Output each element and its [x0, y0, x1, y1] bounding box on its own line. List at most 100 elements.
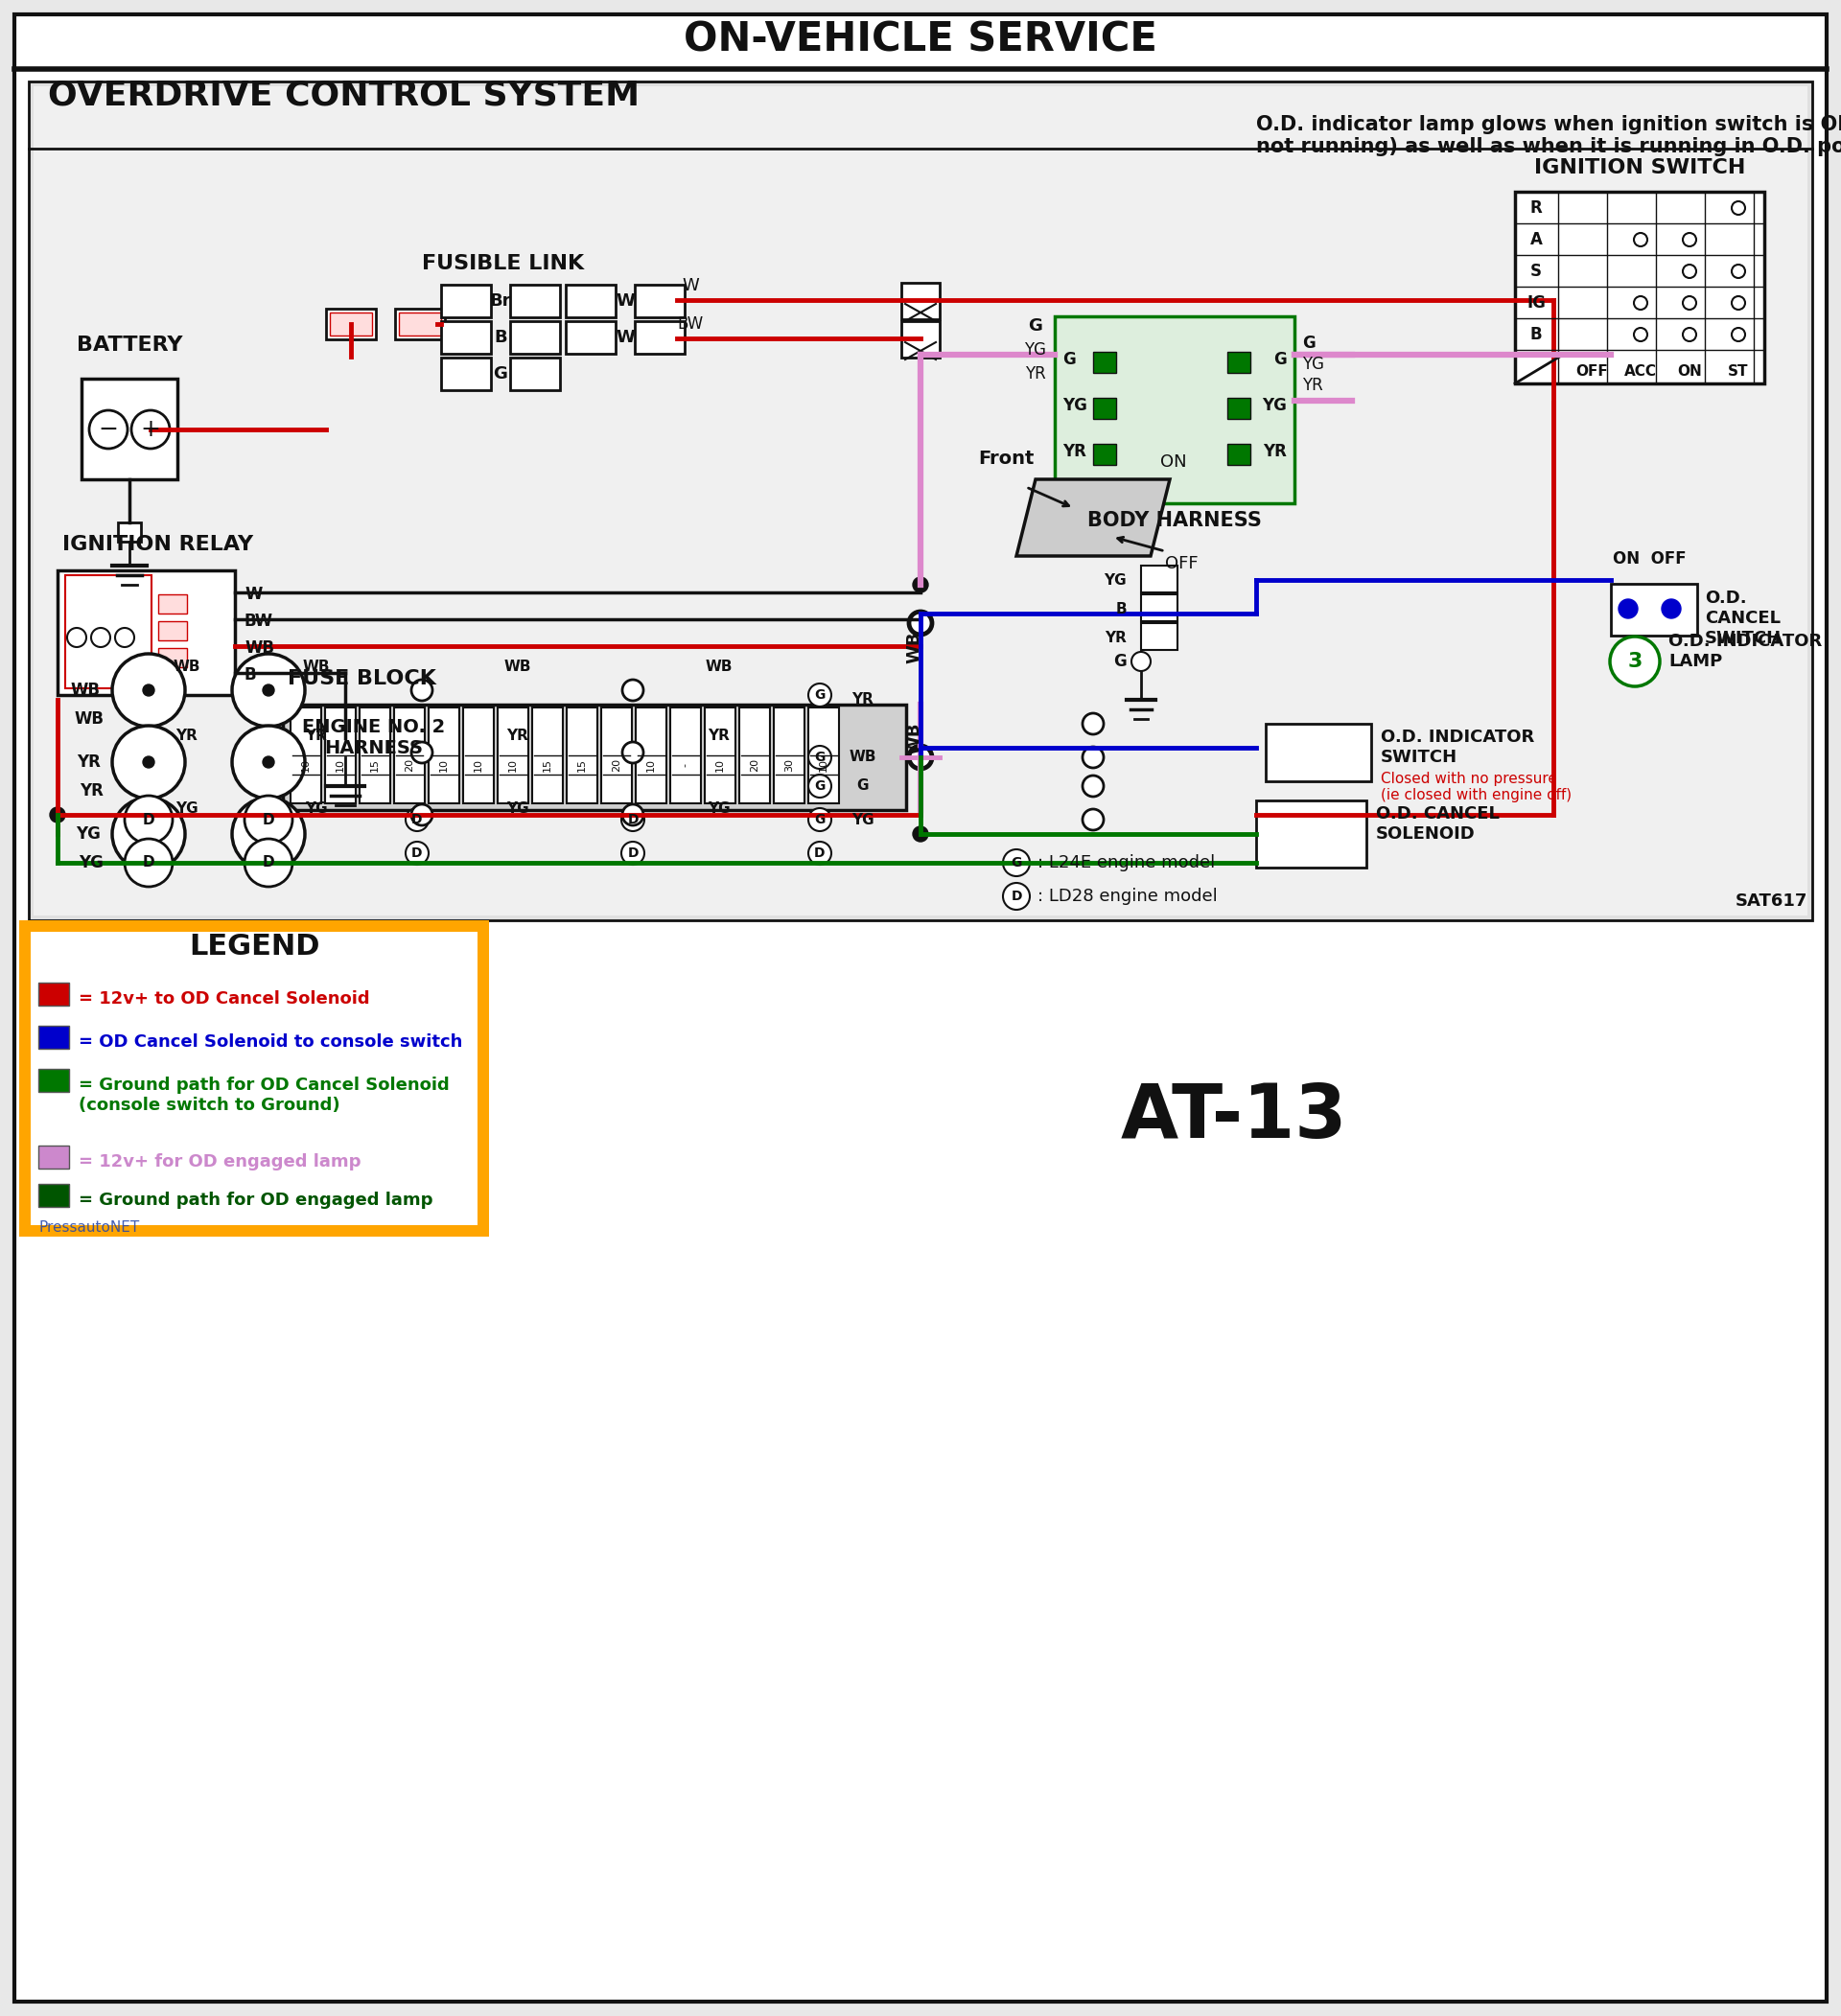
Text: G: G: [1274, 351, 1287, 369]
Text: YR: YR: [852, 694, 874, 708]
Text: WB: WB: [504, 659, 532, 673]
Text: D: D: [628, 847, 639, 861]
Text: W: W: [615, 292, 635, 310]
Text: 10: 10: [473, 758, 482, 772]
Text: YG: YG: [1302, 355, 1324, 373]
Circle shape: [1635, 296, 1648, 310]
Text: IG: IG: [1526, 294, 1546, 312]
Circle shape: [1662, 599, 1681, 619]
Circle shape: [1683, 234, 1696, 246]
Circle shape: [1609, 637, 1661, 685]
Text: Front: Front: [978, 450, 1035, 468]
Text: W: W: [681, 276, 700, 294]
Bar: [31, 931, 477, 1226]
Bar: [902, 282, 939, 319]
Text: 10: 10: [819, 758, 828, 772]
Bar: [429, 708, 458, 802]
Text: FUSE BLOCK: FUSE BLOCK: [287, 669, 436, 687]
Circle shape: [808, 774, 832, 798]
Circle shape: [263, 756, 274, 768]
Circle shape: [1618, 599, 1638, 619]
Circle shape: [411, 804, 433, 825]
Bar: [1228, 397, 1250, 419]
Text: ON: ON: [1160, 454, 1187, 470]
Text: 10: 10: [716, 758, 725, 772]
Text: YG: YG: [75, 825, 101, 843]
Text: ENGINE NO. 2
HARNESS: ENGINE NO. 2 HARNESS: [302, 718, 446, 758]
Circle shape: [622, 804, 643, 825]
Bar: [1267, 724, 1372, 782]
Text: G: G: [814, 687, 825, 702]
Text: YG: YG: [707, 800, 731, 814]
Text: : LD28 engine model: : LD28 engine model: [1038, 887, 1217, 905]
Circle shape: [144, 829, 155, 841]
Text: WB: WB: [705, 659, 733, 673]
Circle shape: [232, 726, 306, 798]
Bar: [39, 1183, 70, 1208]
Bar: [359, 708, 390, 802]
Text: IGNITION RELAY: IGNITION RELAY: [63, 534, 254, 554]
Text: YG: YG: [852, 812, 874, 827]
Text: YR: YR: [79, 782, 103, 800]
Bar: [1611, 585, 1697, 635]
Text: 10: 10: [335, 758, 346, 772]
Circle shape: [1083, 776, 1103, 796]
Text: B: B: [1530, 327, 1543, 343]
Bar: [29, 81, 1812, 919]
Text: D: D: [412, 847, 423, 861]
Bar: [1094, 353, 1116, 373]
Bar: [808, 708, 839, 802]
Bar: [158, 595, 188, 613]
Circle shape: [125, 796, 173, 843]
Text: = Ground path for OD Cancel Solenoid
(console switch to Ground): = Ground path for OD Cancel Solenoid (co…: [79, 1077, 449, 1113]
Text: YG: YG: [1062, 397, 1088, 413]
Text: OFF: OFF: [1165, 554, 1198, 573]
Bar: [442, 321, 492, 353]
Text: ON: ON: [1677, 365, 1701, 379]
Text: O.D.
CANCEL
SWITCH: O.D. CANCEL SWITCH: [1705, 589, 1782, 647]
Text: LEGEND: LEGEND: [188, 933, 320, 962]
Bar: [64, 575, 151, 687]
Text: G: G: [814, 750, 825, 764]
Text: SAT617: SAT617: [1736, 893, 1808, 909]
Text: YG: YG: [1105, 573, 1127, 587]
Circle shape: [1732, 264, 1745, 278]
Bar: [510, 284, 560, 317]
Text: G: G: [814, 812, 825, 827]
Bar: [399, 312, 442, 335]
Bar: [773, 708, 805, 802]
Text: −: −: [98, 417, 118, 442]
Circle shape: [1083, 746, 1103, 768]
Circle shape: [622, 742, 643, 764]
Text: D: D: [412, 812, 423, 827]
Circle shape: [144, 685, 155, 696]
Text: G: G: [814, 780, 825, 792]
Bar: [81, 379, 177, 480]
Text: 20: 20: [749, 758, 758, 772]
Text: BODY HARNESS: BODY HARNESS: [1088, 510, 1261, 530]
Circle shape: [622, 808, 644, 831]
Bar: [565, 284, 615, 317]
Circle shape: [131, 411, 169, 450]
Circle shape: [913, 577, 928, 593]
Circle shape: [808, 683, 832, 706]
Text: YR: YR: [1302, 377, 1324, 393]
Text: WB: WB: [906, 722, 922, 754]
Circle shape: [50, 806, 64, 823]
Circle shape: [622, 841, 644, 865]
Text: 15: 15: [543, 758, 552, 772]
Circle shape: [263, 829, 274, 841]
Bar: [394, 708, 425, 802]
Text: = 12v+ to OD Cancel Solenoid: = 12v+ to OD Cancel Solenoid: [79, 990, 370, 1008]
Bar: [1055, 317, 1294, 504]
Bar: [39, 1145, 70, 1169]
Text: R: R: [1530, 200, 1543, 216]
Text: D: D: [263, 855, 274, 871]
Text: YR: YR: [506, 730, 528, 744]
Circle shape: [112, 798, 186, 871]
Circle shape: [125, 839, 173, 887]
Circle shape: [908, 611, 933, 635]
Text: G: G: [1062, 351, 1075, 369]
Text: G: G: [1029, 317, 1042, 335]
Circle shape: [1132, 651, 1151, 671]
